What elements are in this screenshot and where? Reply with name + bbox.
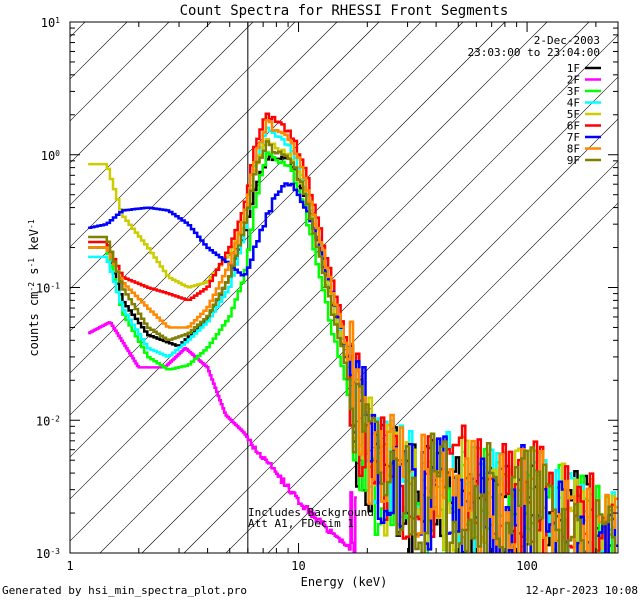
y-tick-label: 101 <box>41 16 60 31</box>
legend-label-5F: 5F <box>567 108 580 121</box>
legend-date: 2-Dec-2003 <box>534 34 600 47</box>
y-label-exp-3: -1 <box>27 219 36 229</box>
y-label-mid-1: s <box>27 268 41 282</box>
y-label-exp-2: -1 <box>27 258 36 268</box>
annotation: Includes Background Att A1, FDecim 1 <box>248 506 374 530</box>
y-label-exp-1: -2 <box>27 282 36 292</box>
legend-label-1F: 1F <box>567 62 580 75</box>
legend-label-3F: 3F <box>567 85 580 98</box>
legend-label-4F: 4F <box>567 97 580 110</box>
y-tick-label: 10-2 <box>36 414 60 429</box>
legend-label-9F: 9F <box>567 154 580 167</box>
y-label-base: counts cm <box>27 292 41 357</box>
y-label-mid-2: keV <box>27 229 41 258</box>
chart-title: Count Spectra for RHESSI Front Segments <box>180 3 509 19</box>
legend-label-2F: 2F <box>567 74 580 87</box>
y-axis-label: counts cm-2 s-1 keV-1 <box>27 219 42 356</box>
legend-time-range: 23:03:00 to 23:04:00 <box>468 46 600 59</box>
y-tick-label: 100 <box>41 148 60 163</box>
x-tick-label: 10 <box>291 559 305 573</box>
x-tick-label: 1 <box>66 559 73 573</box>
x-tick-label: 100 <box>516 559 538 573</box>
footer-generated-by: Generated by hsi_min_spectra_plot.pro <box>2 584 247 597</box>
footer-date: 12-Apr-2023 10:08 <box>525 584 638 597</box>
series-line-2F <box>88 321 357 553</box>
annotation-line-2: Att A1, FDecim 1 <box>248 517 354 530</box>
y-tick-labels: 10-3 10-2 10-1 100 101 <box>36 16 60 562</box>
series-line-9F <box>88 140 617 553</box>
legend: 2-Dec-2003 23:03:00 to 23:04:00 1F2F3F4F… <box>468 34 601 167</box>
legend-label-6F: 6F <box>567 120 580 133</box>
x-tick-labels: 1 10 100 <box>66 559 538 573</box>
y-tick-label: 10-1 <box>36 281 60 296</box>
x-axis-label: Energy (keV) <box>301 575 388 589</box>
series-layer <box>88 112 618 553</box>
axis-ticks <box>69 21 618 554</box>
legend-label-7F: 7F <box>567 131 580 144</box>
y-tick-label: 10-3 <box>36 547 60 562</box>
annotation-line-1: Includes Background <box>248 506 374 519</box>
legend-label-8F: 8F <box>567 143 580 156</box>
